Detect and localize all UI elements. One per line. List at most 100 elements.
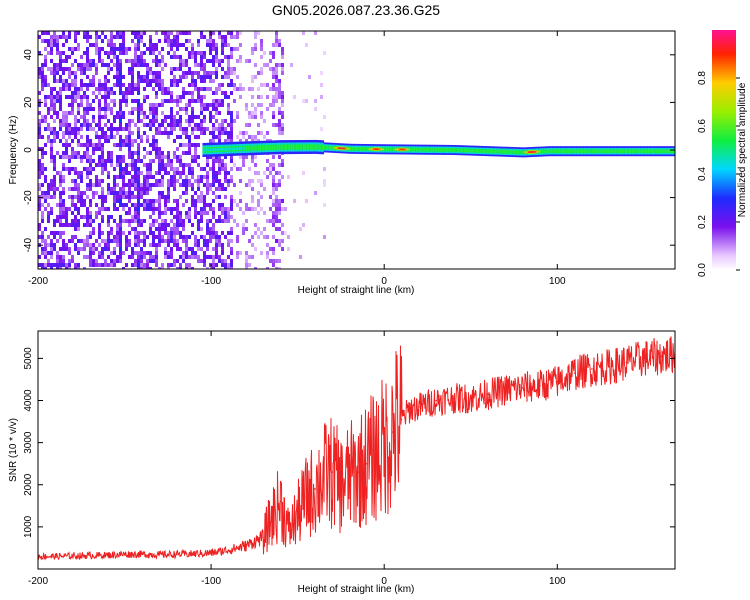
spectrogram-cell (182, 59, 185, 63)
spectrogram-cell (92, 83, 95, 87)
spectrogram-cell (170, 227, 173, 231)
signal-band-cell (276, 146, 280, 149)
spectrogram-cell (320, 95, 323, 99)
spectrogram-cell (119, 195, 122, 199)
spectrogram-cell (230, 111, 233, 115)
spectrogram-cell (92, 251, 95, 255)
spectrogram-cell (128, 243, 131, 247)
spectrogram-cell (77, 239, 80, 243)
spectrogram-cell (116, 231, 119, 235)
spectrogram-cell (209, 219, 212, 223)
spectrogram-cell (113, 103, 116, 107)
snr-data-point (244, 545, 247, 547)
spectrogram-cell (59, 119, 62, 123)
snr-data-point (305, 496, 308, 499)
spectrogram-cell (167, 151, 170, 155)
spectrogram-cell (200, 63, 203, 67)
signal-band-cell (508, 151, 512, 153)
spectrogram-cell (113, 35, 116, 39)
spectrogram-cell (221, 219, 224, 223)
spectrogram-cell (188, 147, 191, 151)
spectrogram-cell (77, 219, 80, 223)
spectrogram-cell (50, 207, 53, 211)
signal-band-cell (474, 149, 477, 152)
colorbar-tick-label: 0.4 (697, 167, 708, 181)
spectrogram-cell (167, 267, 170, 269)
spectrogram-cell (131, 179, 134, 183)
spectrogram-cell (62, 31, 65, 35)
spectrogram-cell (119, 231, 122, 235)
signal-band-cell (263, 146, 266, 149)
spectrogram-cell (62, 203, 65, 207)
spectrogram-cell (131, 67, 134, 71)
spectrogram-cell (167, 235, 170, 239)
spectrogram-cell (155, 155, 158, 159)
spectrogram-cell (170, 207, 173, 211)
spectrogram-cell (140, 191, 143, 195)
spectrogram-cell (200, 103, 203, 107)
signal-band-cell (295, 145, 299, 149)
spectrogram-cell (275, 91, 278, 95)
spectrogram-cell (107, 247, 110, 251)
spectrogram-cell (227, 63, 230, 67)
spectrogram-cell (128, 123, 131, 127)
spectrogram-cell (182, 235, 185, 239)
spectrogram-cell (191, 51, 194, 55)
spectrogram-cell (38, 183, 41, 187)
spectrogram-cell (269, 67, 272, 71)
spectrogram-cell (278, 163, 281, 167)
spectrogram-cell (59, 199, 62, 203)
signal-band-cell (498, 150, 501, 153)
spectrogram-cell (257, 71, 260, 75)
spectrogram-cell (188, 123, 191, 127)
spectrogram-cell (143, 263, 146, 267)
spectrogram-cell (122, 115, 125, 119)
spectrogram-cell (137, 119, 140, 123)
spectrogram-cell (275, 227, 278, 231)
spectrogram-cell (101, 263, 104, 267)
spectrogram-cell (80, 155, 83, 159)
spectrogram-cell (269, 219, 272, 223)
spectrogram-cell (158, 171, 161, 175)
spectrogram-cell (113, 119, 116, 123)
spectrogram-cell (53, 139, 56, 143)
signal-band-cell (444, 149, 447, 151)
spectrogram-cell (83, 167, 86, 171)
spectrogram-cell (59, 215, 62, 219)
spectrogram-cell (203, 239, 206, 243)
spectrogram-cell (245, 207, 248, 211)
spectrogram-cell (218, 31, 221, 35)
spectrogram-cell (176, 207, 179, 211)
spectrogram-cell (83, 83, 86, 87)
spectrogram-cell (170, 47, 173, 51)
spectrogram-cell (275, 39, 278, 43)
spectrogram-cell (179, 43, 182, 47)
spectrogram-cell (278, 79, 281, 83)
spectrogram-cell (272, 187, 275, 191)
spectrogram-cell (65, 123, 68, 127)
spectrogram-cell (185, 103, 188, 107)
spectrogram-cell (143, 175, 146, 179)
spectrogram-cell (119, 255, 122, 259)
spectrogram-cell (155, 227, 158, 231)
spectrogram-cell (212, 259, 215, 263)
spectrogram-cell (83, 243, 86, 247)
spectrogram-cell (83, 35, 86, 39)
spectrogram-cell (203, 55, 206, 59)
signal-band-cell (671, 150, 674, 153)
spectrogram-cell (167, 159, 170, 163)
spectrogram-cell (251, 195, 254, 199)
spectrogram-cell (59, 263, 62, 267)
spectrogram-cell (188, 67, 191, 71)
spectrogram-cell (98, 207, 101, 211)
spectrogram-cell (227, 107, 230, 111)
spectrogram-cell (266, 235, 269, 239)
spectrogram-cell (215, 127, 218, 131)
spectrogram-cell (137, 207, 140, 211)
spectrogram-cell (176, 95, 179, 99)
spectrogram-cell (209, 155, 212, 159)
spectrogram-cell (245, 139, 248, 143)
spectrogram-cell (263, 51, 266, 55)
spectrogram-cell (185, 107, 188, 111)
